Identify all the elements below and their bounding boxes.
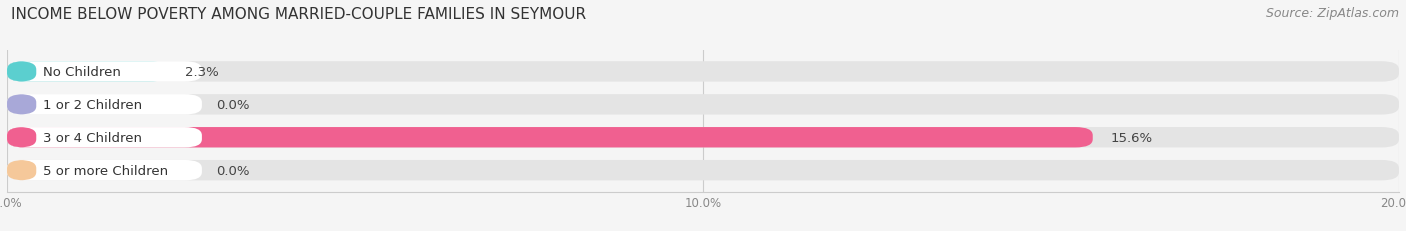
FancyBboxPatch shape	[7, 128, 202, 148]
Text: 2.3%: 2.3%	[184, 66, 218, 79]
Text: 1 or 2 Children: 1 or 2 Children	[44, 98, 142, 111]
FancyBboxPatch shape	[7, 128, 37, 148]
Text: 15.6%: 15.6%	[1111, 131, 1153, 144]
FancyBboxPatch shape	[7, 62, 1399, 82]
FancyBboxPatch shape	[7, 160, 37, 181]
Text: 5 or more Children: 5 or more Children	[44, 164, 169, 177]
FancyBboxPatch shape	[7, 62, 167, 82]
FancyBboxPatch shape	[7, 62, 202, 82]
FancyBboxPatch shape	[7, 128, 1092, 148]
FancyBboxPatch shape	[7, 62, 37, 82]
FancyBboxPatch shape	[7, 160, 1399, 181]
Text: 0.0%: 0.0%	[217, 98, 249, 111]
Text: No Children: No Children	[44, 66, 121, 79]
Text: Source: ZipAtlas.com: Source: ZipAtlas.com	[1265, 7, 1399, 20]
FancyBboxPatch shape	[7, 95, 202, 115]
Text: 3 or 4 Children: 3 or 4 Children	[44, 131, 142, 144]
FancyBboxPatch shape	[7, 128, 1399, 148]
FancyBboxPatch shape	[7, 160, 202, 181]
FancyBboxPatch shape	[7, 95, 1399, 115]
Text: INCOME BELOW POVERTY AMONG MARRIED-COUPLE FAMILIES IN SEYMOUR: INCOME BELOW POVERTY AMONG MARRIED-COUPL…	[11, 7, 586, 22]
FancyBboxPatch shape	[7, 95, 37, 115]
Text: 0.0%: 0.0%	[217, 164, 249, 177]
